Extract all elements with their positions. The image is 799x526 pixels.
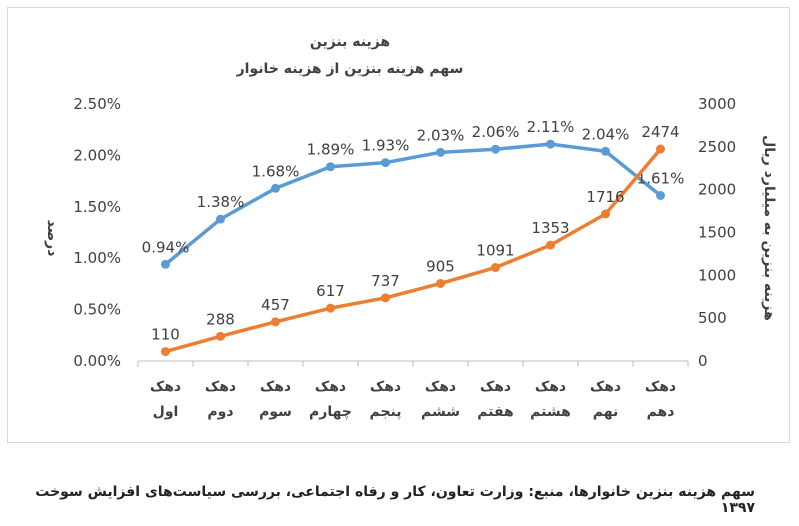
cost-data-label: 737 xyxy=(371,272,400,290)
share-data-label: 2.03% xyxy=(417,126,465,144)
x-tick-label: دهک xyxy=(645,379,676,395)
y-left-axis-title: درصد xyxy=(44,220,60,257)
share-data-point xyxy=(216,214,225,224)
figure-caption: سهم هزینه بنزین خانوارها، منبع: وزارت تع… xyxy=(35,484,755,516)
cost-data-point xyxy=(491,263,500,273)
cost-series-line xyxy=(163,147,663,354)
chart-subtitle: سهم هزینه بنزین از هزینه خانوار xyxy=(236,61,464,77)
share-data-label: 1.61% xyxy=(637,169,685,187)
y-left-tick-label: 2.50% xyxy=(73,95,121,113)
share-data-point xyxy=(381,158,390,168)
cost-data-label: 457 xyxy=(261,296,290,314)
cost-data-label: 2474 xyxy=(641,123,679,141)
share-data-point xyxy=(546,139,555,149)
cost-data-point xyxy=(326,303,335,313)
share-data-point xyxy=(161,259,170,269)
share-data-point xyxy=(271,183,280,193)
x-tick-label: دهک xyxy=(260,379,291,395)
x-tick-label: چهارم xyxy=(309,404,352,420)
cost-data-point xyxy=(161,347,170,357)
y-right-tick-label: 1500 xyxy=(698,224,736,242)
share-data-point xyxy=(601,146,610,156)
x-tick-label: دهک xyxy=(205,379,236,395)
share-data-label: 0.94% xyxy=(142,238,190,256)
y-right-tick-label: 2500 xyxy=(698,138,736,156)
x-tick-label: دوم xyxy=(207,404,233,420)
cost-data-point xyxy=(546,240,555,250)
share-data-label: 1.93% xyxy=(362,137,410,155)
y-right-tick-label: 2000 xyxy=(698,181,736,199)
y-right-axis-title: هزینه بنزین به میلیارد ریال xyxy=(761,135,777,321)
share-data-label: 2.04% xyxy=(582,125,630,143)
chart-frame: هزینه بنزین سهم هزینه بنزین از هزینه خان… xyxy=(7,7,790,443)
x-tick-label: دهک xyxy=(370,379,401,395)
share-series-line xyxy=(163,142,663,267)
y-left-tick-label: 2.00% xyxy=(73,146,121,164)
cost-data-label: 617 xyxy=(316,282,345,300)
y-right-tick-label: 3000 xyxy=(698,95,736,113)
cost-data-label: 1716 xyxy=(586,188,624,206)
x-tick-label: دهک xyxy=(315,379,346,395)
y-right-tick-label: 500 xyxy=(698,309,727,327)
cost-data-point xyxy=(271,317,280,327)
x-tick-label: دهک xyxy=(150,379,181,395)
cost-data-label: 905 xyxy=(426,257,455,275)
cost-data-label: 1353 xyxy=(531,219,569,237)
cost-data-point xyxy=(216,331,225,341)
y-right-tick-label: 0 xyxy=(698,352,708,370)
y-left-tick-label: 1.00% xyxy=(73,249,121,267)
x-tick-label: دهک xyxy=(535,379,566,395)
share-data-point xyxy=(656,190,665,200)
cost-data-label: 110 xyxy=(151,326,180,344)
y-left-tick-label: 0.50% xyxy=(73,301,121,319)
cost-data-point xyxy=(601,209,610,219)
x-tick-label: ششم xyxy=(421,404,460,420)
line-chart: هزینه بنزین سهم هزینه بنزین از هزینه خان… xyxy=(44,34,777,420)
share-data-label: 1.38% xyxy=(197,193,245,211)
share-data-point xyxy=(491,144,500,154)
chart-title: هزینه بنزین xyxy=(310,34,390,50)
share-data-point xyxy=(436,147,445,157)
x-tick-label: دهک xyxy=(590,379,621,395)
x-tick-label: اول xyxy=(153,404,179,420)
share-data-point xyxy=(326,162,335,172)
y-left-tick-label: 0.00% xyxy=(73,352,121,370)
y-right-tick-label: 1000 xyxy=(698,266,736,284)
cost-data-label: 288 xyxy=(206,310,235,328)
x-tick-label: هفتم xyxy=(477,404,513,420)
x-tick-label: دهک xyxy=(480,379,511,395)
x-tick-label: دهک xyxy=(425,379,456,395)
share-data-label: 2.06% xyxy=(472,123,520,141)
cost-data-point xyxy=(381,293,390,303)
x-tick-label: دهم xyxy=(647,404,675,420)
share-data-label: 1.89% xyxy=(307,141,355,159)
share-data-label: 1.68% xyxy=(252,162,300,180)
x-tick-label: نهم xyxy=(593,404,618,420)
cost-data-point xyxy=(436,278,445,288)
x-tick-label: پنجم xyxy=(369,404,401,420)
x-tick-label: هشتم xyxy=(530,404,571,420)
cost-data-point xyxy=(656,144,665,154)
y-left-tick-label: 1.50% xyxy=(73,198,121,216)
x-tick-label: سوم xyxy=(259,404,292,420)
cost-data-label: 1091 xyxy=(476,242,514,260)
share-data-label: 2.11% xyxy=(527,118,575,136)
